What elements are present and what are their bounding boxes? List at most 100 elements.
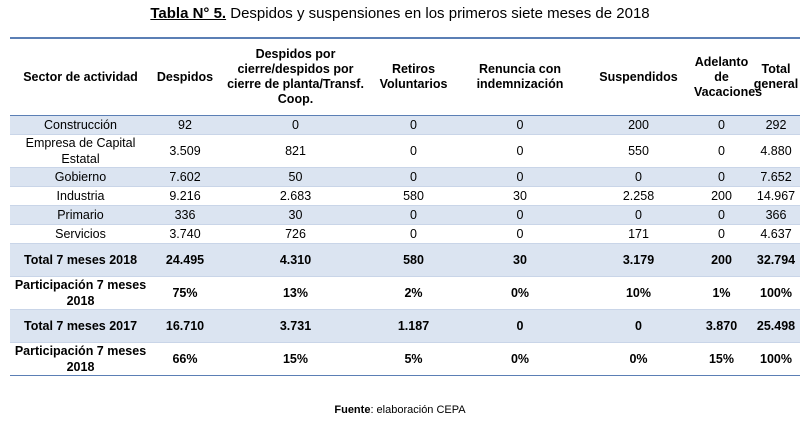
table-cell: 14.967: [751, 186, 800, 206]
table-cell: 292: [751, 115, 800, 135]
table-row: Primario 336 30 0 0 0 0 366: [10, 205, 800, 225]
table-cell: 0: [692, 134, 751, 168]
table-cell: 550: [585, 134, 692, 168]
table-cell: 7.652: [751, 167, 800, 187]
table-cell: Gobierno: [10, 167, 151, 187]
table-cell: 0: [372, 134, 455, 168]
table-cell: 66%: [151, 342, 219, 376]
table-cell: 0: [455, 167, 585, 187]
table-cell: 13%: [219, 276, 372, 310]
table-cell: 0: [692, 115, 751, 135]
table-cell: 30: [455, 186, 585, 206]
table-cell: 15%: [219, 342, 372, 376]
table-row: Construcción 92 0 0 0 200 0 292: [10, 115, 800, 135]
table-cell: 4.637: [751, 224, 800, 244]
table-cell: 0: [372, 224, 455, 244]
table-cell: 0%: [455, 342, 585, 376]
header-retiros: Retiros Voluntarios: [372, 37, 455, 116]
table-cell: 0: [219, 115, 372, 135]
table-cell: 3.740: [151, 224, 219, 244]
table-cell: 336: [151, 205, 219, 225]
table-cell: Total 7 meses 2017: [10, 309, 151, 343]
table-cell: 0: [455, 134, 585, 168]
table-cell: Servicios: [10, 224, 151, 244]
table-cell: Participación 7 meses 2018: [10, 342, 151, 376]
table-title: Tabla N° 5. Despidos y suspensiones en l…: [0, 5, 800, 23]
table-cell: 15%: [692, 342, 751, 376]
table-row: Gobierno 7.602 50 0 0 0 0 7.652: [10, 167, 800, 187]
table-cell: 16.710: [151, 309, 219, 343]
table-cell: Primario: [10, 205, 151, 225]
table-cell: 30: [219, 205, 372, 225]
table-cell: 9.216: [151, 186, 219, 206]
table-cell: 92: [151, 115, 219, 135]
table-caption: Despidos y suspensiones en los primeros …: [226, 5, 650, 22]
header-despidos-cierre: Despidos por cierre/despidos por cierre …: [219, 37, 372, 116]
table-row: Total 7 meses 2017 16.710 3.731 1.187 0 …: [10, 309, 800, 343]
header-row: Sector de actividad Despidos Despidos po…: [10, 37, 800, 116]
table-cell: 3.731: [219, 309, 372, 343]
table-cell: 4.310: [219, 243, 372, 277]
table-cell: 0: [585, 205, 692, 225]
source-text: : elaboración CEPA: [370, 404, 466, 416]
source-note: Fuente: elaboración CEPA: [0, 404, 800, 416]
table-cell: 3.870: [692, 309, 751, 343]
table-cell: 50: [219, 167, 372, 187]
table-cell: 2%: [372, 276, 455, 310]
table-cell: 0%: [585, 342, 692, 376]
table-cell: Construcción: [10, 115, 151, 135]
table-cell: 32.794: [751, 243, 800, 277]
table-cell: 1.187: [372, 309, 455, 343]
table-cell: 200: [585, 115, 692, 135]
table-row: Total 7 meses 2018 24.495 4.310 580 30 3…: [10, 243, 800, 277]
table-cell: 0: [585, 167, 692, 187]
table-cell: 3.179: [585, 243, 692, 277]
table-cell: 0: [455, 309, 585, 343]
header-renuncia: Renuncia con indemnización: [455, 37, 585, 116]
header-suspendidos: Suspendidos: [585, 37, 692, 116]
table-cell: 100%: [751, 276, 800, 310]
table-cell: 0: [692, 167, 751, 187]
table-cell: 5%: [372, 342, 455, 376]
header-despidos: Despidos: [151, 37, 219, 116]
table-cell: Participación 7 meses 2018: [10, 276, 151, 310]
table-cell: 726: [219, 224, 372, 244]
table-cell: 580: [372, 186, 455, 206]
table-cell: 0: [372, 115, 455, 135]
header-sector: Sector de actividad: [10, 37, 151, 116]
table-cell: Industria: [10, 186, 151, 206]
source-label: Fuente: [334, 404, 371, 416]
table-cell: 2.683: [219, 186, 372, 206]
table-cell: 25.498: [751, 309, 800, 343]
table-row: Servicios 3.740 726 0 0 171 0 4.637: [10, 224, 800, 244]
table-cell: 821: [219, 134, 372, 168]
table-number: Tabla N° 5.: [150, 5, 227, 22]
table-cell: 4.880: [751, 134, 800, 168]
table-row: Industria 9.216 2.683 580 30 2.258 200 1…: [10, 186, 800, 206]
table-cell: 1%: [692, 276, 751, 310]
table-cell: 0: [372, 205, 455, 225]
table-cell: 200: [692, 243, 751, 277]
table-cell: 2.258: [585, 186, 692, 206]
table-cell: 200: [692, 186, 751, 206]
header-adelanto: Adelanto de Vacaciones: [692, 37, 762, 116]
table-row: Empresa de Capital Estatal 3.509 821 0 0…: [10, 134, 800, 168]
table-cell: 0: [455, 224, 585, 244]
table-cell: 0: [585, 309, 692, 343]
table-cell: Total 7 meses 2018: [10, 243, 151, 277]
table-cell: 0%: [455, 276, 585, 310]
table-cell: 7.602: [151, 167, 219, 187]
table-cell: 0: [455, 205, 585, 225]
layoffs-table: Sector de actividad Despidos Despidos po…: [10, 37, 800, 376]
table-cell: 0: [692, 205, 751, 225]
table-cell: 10%: [585, 276, 692, 310]
table-cell: 0: [692, 224, 751, 244]
table-cell: 0: [455, 115, 585, 135]
table-cell: 3.509: [151, 134, 219, 168]
table-row: Participación 7 meses 2018 75% 13% 2% 0%…: [10, 276, 800, 310]
table-cell: 0: [372, 167, 455, 187]
table-cell: Empresa de Capital Estatal: [10, 134, 151, 168]
table-cell: 366: [751, 205, 800, 225]
table-row: Participación 7 meses 2018 66% 15% 5% 0%…: [10, 342, 800, 376]
header-total: Total general: [751, 37, 800, 116]
